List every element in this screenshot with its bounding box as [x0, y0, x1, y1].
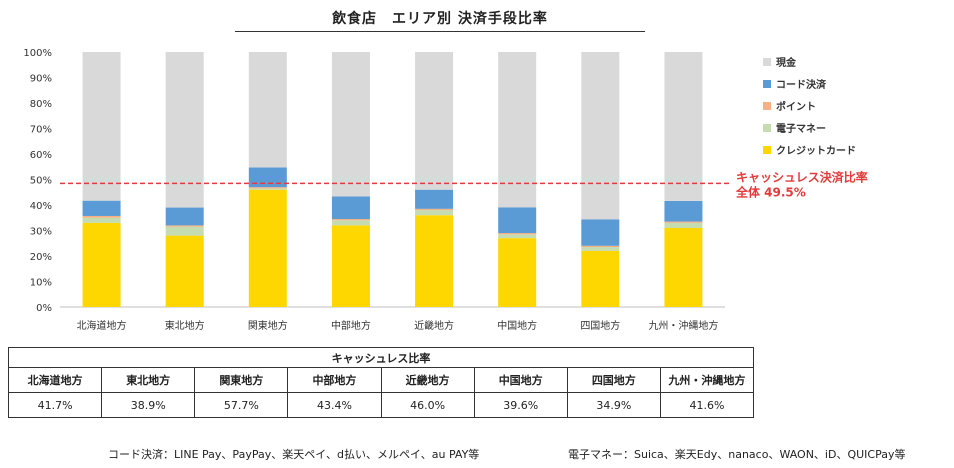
bar-segment: [331, 225, 370, 307]
legend-label: 現金: [776, 56, 797, 69]
y-tick-label: 60%: [30, 150, 52, 161]
y-tick-label: 50%: [30, 176, 52, 187]
table-ratio-cell: 34.9%: [566, 392, 661, 418]
table-region-cell: 中部地方: [287, 367, 382, 393]
chart-title: 飲食店 エリア別 決済手段比率: [235, 4, 645, 32]
table-region-cell: 近畿地方: [380, 367, 475, 393]
bar-segment: [248, 52, 287, 168]
bar-segment: [248, 189, 287, 307]
bar-segment: [82, 200, 121, 216]
bar-segment: [248, 167, 287, 188]
table-region-row: 北海道地方 東北地方 関東地方 中部地方 近畿地方 中国地方 四国地方 九州・沖…: [7, 367, 755, 393]
table-region-cell: 九州・沖縄地方: [659, 367, 755, 393]
legend-label: 電子マネー: [776, 123, 826, 135]
footnote-code-payment: コード決済：LINE Pay、PayPay、楽天ペイ、d払い、メルペイ、au P…: [108, 448, 480, 461]
bar-segment: [248, 188, 287, 190]
bar-segment: [82, 217, 121, 223]
bar-segment: [664, 221, 703, 223]
legend-swatch: [763, 58, 771, 66]
bar-segment: [581, 245, 620, 248]
bar-segment: [581, 247, 620, 251]
bar-segment: [82, 222, 121, 307]
reference-line-value: 全体 49.5%: [735, 184, 806, 199]
table-region-cell: 中国地方: [473, 367, 568, 393]
x-category-label: 近畿地方: [414, 319, 454, 332]
bar-segment: [331, 219, 370, 221]
cashless-ratio-table: キャッシュレス比率 北海道地方 東北地方 関東地方 中部地方 近畿地方 中国地方…: [7, 347, 755, 418]
table-region-cell: 東北地方: [101, 367, 196, 393]
y-tick-label: 30%: [30, 227, 52, 238]
y-tick-label: 10%: [30, 278, 52, 289]
table-region-cell: 関東地方: [194, 367, 289, 393]
bar-segment: [498, 52, 537, 208]
bar-segment: [165, 52, 204, 208]
bar-segment: [581, 219, 620, 246]
bar-segment: [498, 207, 537, 234]
x-category-label: 四国地方: [580, 319, 620, 332]
footnote-e-money: 電子マネー：Suica、楽天Edy、nanaco、WAON、iD、QUICPay…: [568, 448, 906, 461]
bar-segment: [82, 215, 121, 218]
bar-segment: [248, 187, 287, 189]
reference-line-label: キャッシュレス決済比率: [736, 169, 868, 184]
table-ratio-cell: 39.6%: [473, 392, 568, 418]
legend-swatch: [763, 102, 771, 110]
legend-swatch: [763, 124, 771, 132]
table-ratio-cell: 41.6%: [659, 392, 755, 418]
y-tick-label: 40%: [30, 201, 52, 212]
y-tick-label: 80%: [30, 99, 52, 110]
x-category-label: 中国地方: [497, 319, 537, 332]
y-tick-label: 0%: [36, 303, 52, 314]
bar-segment: [664, 222, 703, 228]
x-category-label: 関東地方: [248, 319, 288, 332]
bar-segment: [498, 238, 537, 307]
table-region-cell: 北海道地方: [7, 367, 103, 393]
legend-label: クレジットカード: [776, 145, 856, 157]
table-title: キャッシュレス比率: [8, 347, 754, 368]
bar-segment: [331, 52, 370, 197]
bar-segment: [165, 235, 204, 307]
bar-segment: [331, 220, 370, 226]
y-tick-label: 90%: [30, 74, 52, 85]
y-tick-label: 20%: [30, 252, 52, 263]
bar-segment: [165, 226, 204, 236]
bar-segment: [165, 207, 204, 226]
legend-label: ポイント: [776, 100, 816, 113]
bar-segment: [82, 52, 121, 201]
bar-segment: [664, 200, 703, 222]
x-category-label: 九州・沖縄地方: [648, 319, 718, 332]
table-ratio-cell: 43.4%: [287, 392, 382, 418]
y-tick-label: 100%: [23, 48, 52, 59]
table-ratio-cell: 38.9%: [101, 392, 196, 418]
bar-segment: [165, 225, 204, 227]
legend-label: コード決済: [776, 78, 827, 91]
table-ratio-cell: 46.0%: [380, 392, 475, 418]
table-ratio-row: 41.7% 38.9% 57.7% 43.4% 46.0% 39.6% 34.9…: [7, 392, 755, 418]
stacked-bar-chart: 0% 10% 20% 30% 40% 50% 60% 70% 80% 90% 100% 北海道地方 東北…: [23, 48, 868, 332]
bar-segment: [581, 52, 620, 220]
x-category-label: 東北地方: [165, 319, 205, 332]
bar-segment: [415, 189, 454, 209]
x-category-label: 北海道地方: [77, 319, 127, 332]
table-header-row: キャッシュレス比率: [8, 347, 754, 368]
table-region-cell: 四国地方: [566, 367, 661, 393]
legend-swatch: [763, 80, 771, 88]
bar-segment: [664, 52, 703, 201]
x-category-label: 中部地方: [331, 319, 371, 332]
bar-segment: [581, 250, 620, 307]
table-ratio-cell: 41.7%: [7, 392, 103, 418]
table-ratio-cell: 57.7%: [194, 392, 289, 418]
bar-segment: [498, 233, 537, 235]
bar-segment: [331, 196, 370, 220]
bar-segment: [415, 215, 454, 307]
bar-segment: [498, 234, 537, 239]
bar-segment: [415, 210, 454, 216]
bar-segment: [415, 52, 454, 190]
bar-segment: [664, 227, 703, 307]
y-tick-label: 70%: [30, 125, 52, 136]
legend-swatch: [763, 146, 771, 154]
bar-segment: [415, 208, 454, 211]
